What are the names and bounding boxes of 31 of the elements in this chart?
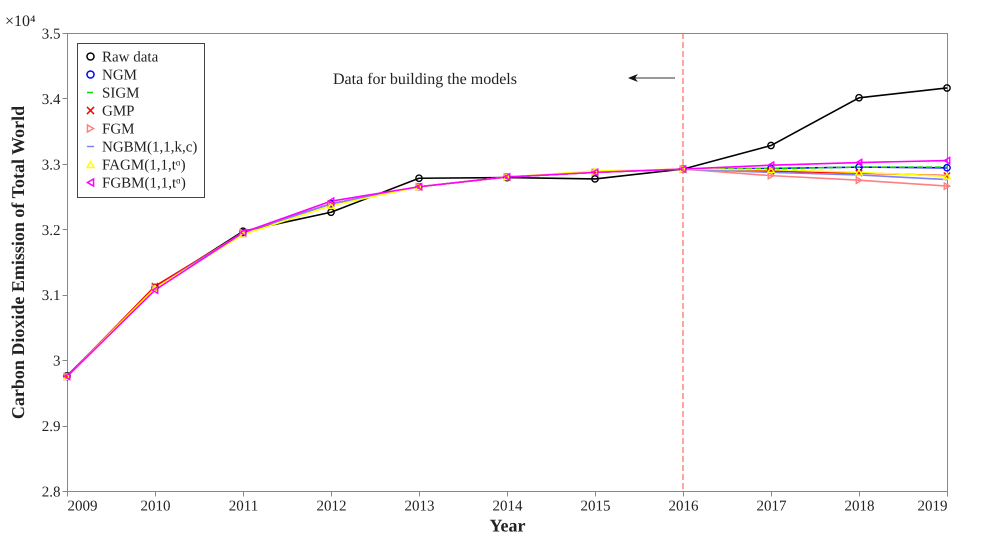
x-tick-label: 2017: [756, 498, 787, 514]
y-tick-label: 3.1: [42, 288, 60, 304]
x-tick-label: 2012: [316, 498, 346, 514]
legend-label: NGBM(1,1,k,c): [102, 140, 198, 156]
legend-label: FGBM(1,1,tᵅ): [102, 176, 186, 192]
text: ×10⁴: [5, 13, 36, 30]
x-tick-label: 2010: [140, 498, 170, 514]
y-tick-label: 3.4: [42, 92, 61, 108]
y-axis-title: Carbon Dioxide Emission of Total World: [8, 106, 28, 420]
x-tick-label: 2009: [68, 498, 98, 514]
y-tick-label: 3.5: [42, 26, 60, 42]
y-tick-label: 3.3: [42, 157, 60, 174]
legend-label: NGM: [102, 68, 138, 84]
x-tick-label: 2013: [404, 498, 434, 514]
y-tick-label: 3: [53, 354, 60, 370]
legend-label: GMP: [102, 104, 135, 120]
legend-label: Raw data: [102, 50, 159, 66]
x-tick-label: 2015: [580, 498, 610, 514]
legend-label: FGM: [102, 122, 135, 138]
x-tick-label: 2019: [918, 498, 948, 514]
y-tick-label: 3.2: [42, 222, 60, 239]
y-tick-label: 2.8: [42, 484, 60, 500]
x-tick-label: 2018: [844, 498, 874, 514]
x-tick-label: 2011: [228, 498, 258, 514]
legend-label: FAGM(1,1,tᵅ): [102, 158, 186, 174]
x-axis-title: Year: [490, 516, 526, 536]
y-tick-label: 2.9: [42, 419, 60, 436]
annotation: Data for building the models: [333, 71, 517, 88]
legend-label: SIGM: [102, 86, 140, 102]
x-tick-label: 2014: [492, 498, 523, 514]
x-tick-label: 2016: [668, 498, 699, 514]
